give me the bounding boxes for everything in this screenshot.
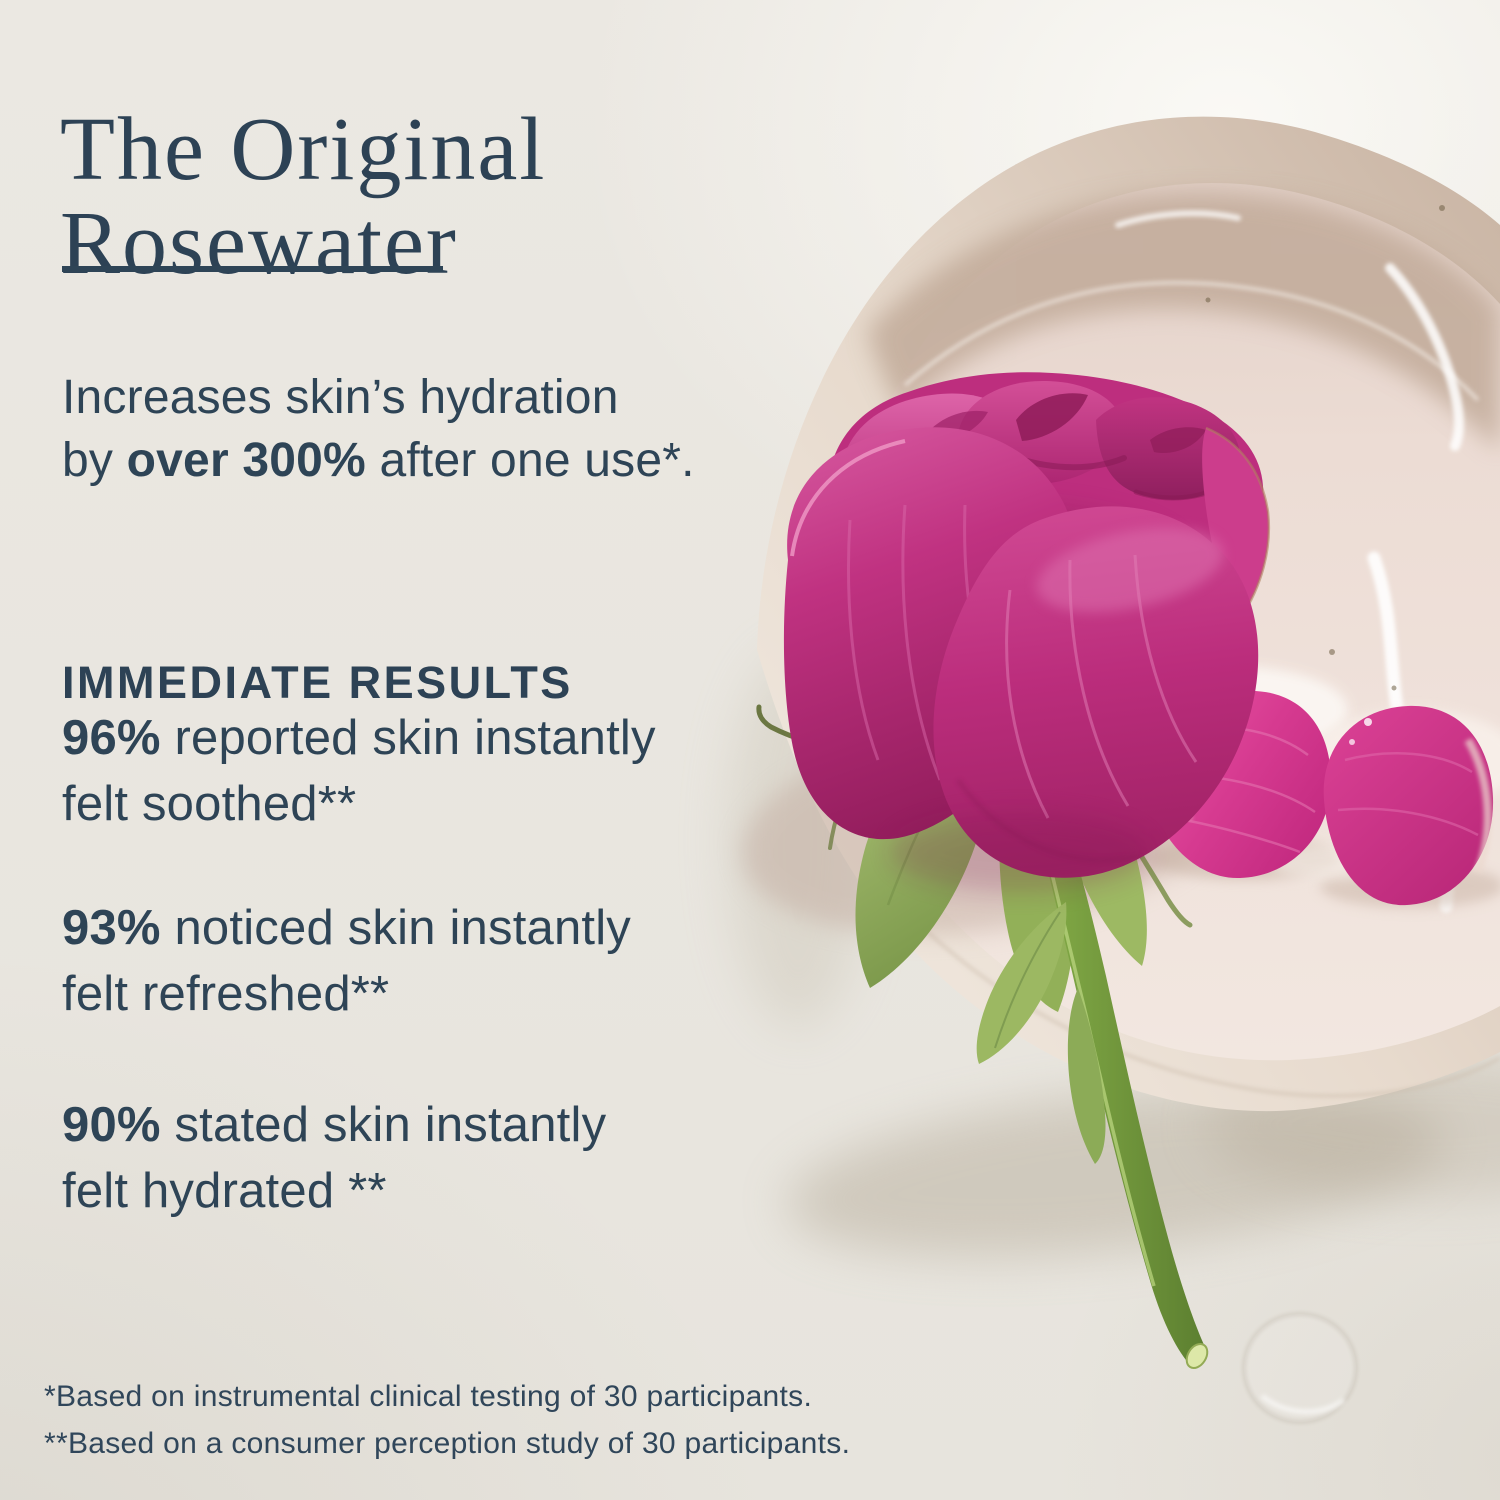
stat-item-soothed: 96% reported skin instantly felt soothed… (62, 705, 656, 837)
water-droplet (1243, 1313, 1357, 1423)
stat-text-line2: felt refreshed** (62, 967, 390, 1021)
wet-rim-band (868, 191, 1500, 452)
footnotes: *Based on instrumental clinical testing … (44, 1373, 850, 1467)
stem-leaf (976, 902, 1067, 1064)
page-title: The Original Rosewater (60, 103, 546, 291)
results-heading: IMMEDIATE RESULTS (62, 657, 573, 709)
stat-percent: 96% (62, 711, 161, 765)
stat-item-refreshed: 93% noticed skin instantly felt refreshe… (62, 895, 631, 1027)
dish-rim (898, 903, 1500, 1098)
water-shine (1115, 210, 1241, 228)
water-shine (1385, 263, 1464, 451)
stat-line: 93% noticed skin instantly (62, 895, 631, 961)
footnote: **Based on a consumer perception study o… (44, 1427, 851, 1460)
intro-line-1: Increases skin’s hydration (62, 371, 619, 424)
title-line-2: Rosewater (60, 194, 458, 294)
title-divider (62, 266, 443, 272)
stat-text-line2: felt hydrated ** (62, 1164, 387, 1218)
intro-highlight: over 300% (126, 434, 366, 487)
stat-text: stated skin instantly (160, 1098, 607, 1152)
stem-leaf (1067, 988, 1106, 1164)
stat-text: noticed skin instantly (160, 901, 632, 955)
stat-line: 96% reported skin instantly (62, 705, 656, 771)
stat-text-line2: felt soothed** (62, 777, 357, 831)
intro-line-2-suffix: after one use*. (365, 434, 695, 487)
stat-item-hydrated: 90% stated skin instantly felt hydrated … (62, 1092, 606, 1224)
intro-copy: Increases skin’s hydration by over 300% … (62, 366, 695, 492)
stat-text: reported skin instantly (160, 711, 656, 765)
stat-line: 90% stated skin instantly (62, 1092, 606, 1158)
intro-line-2-prefix: by (62, 434, 127, 487)
rose-bloom (783, 372, 1271, 892)
stat-percent: 93% (62, 901, 161, 955)
rose-stem (976, 784, 1209, 1370)
footnote: *Based on instrumental clinical testing … (44, 1380, 813, 1413)
stat-percent: 90% (62, 1098, 161, 1152)
title-line-1: The Original (60, 100, 547, 200)
water-shine (903, 280, 1480, 402)
